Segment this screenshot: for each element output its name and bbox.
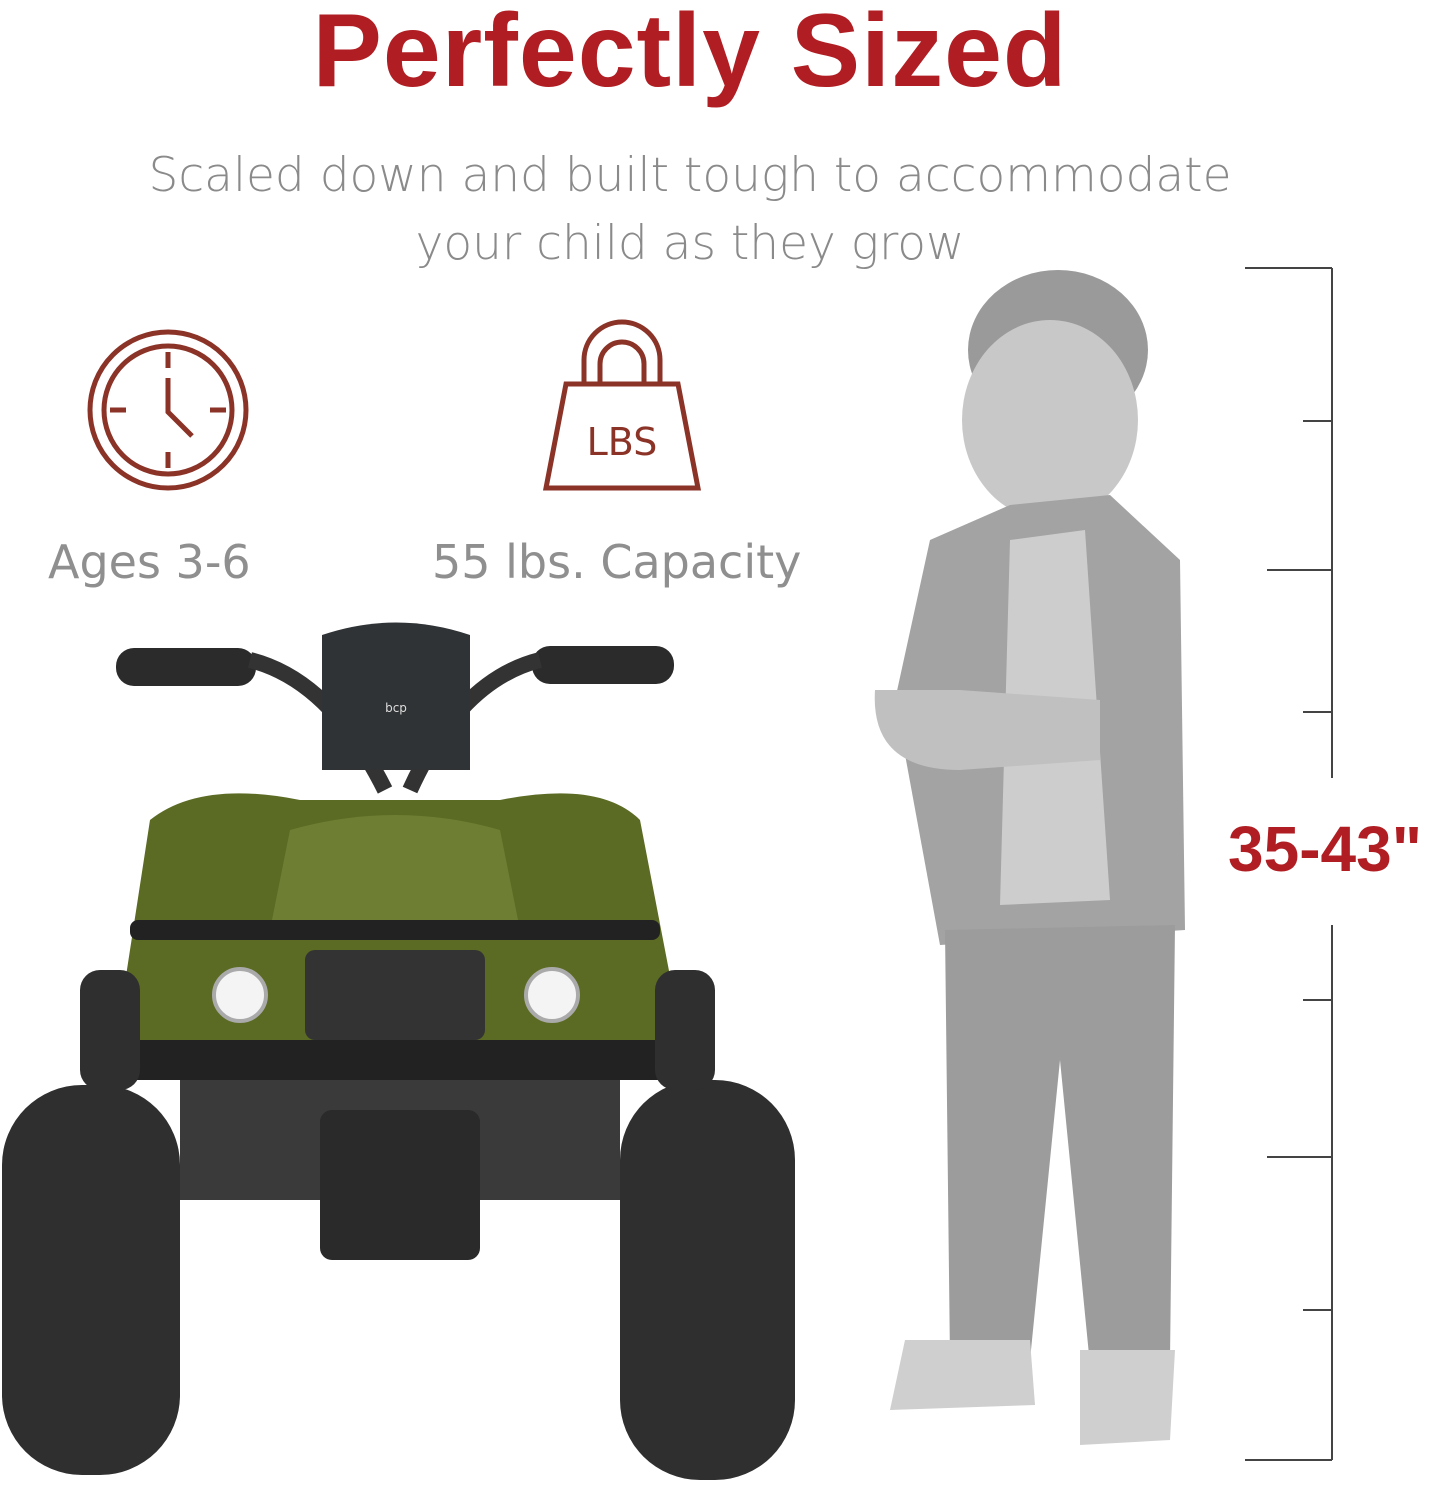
weight-icon: LBS xyxy=(542,319,702,491)
atv-product-image: bcp xyxy=(2,622,795,1480)
clock-icon xyxy=(87,329,249,491)
page-title: Perfectly Sized xyxy=(312,0,1068,109)
feature-capacity: 55 lbs. Capacity xyxy=(432,535,802,589)
subtitle: Scaled down and built tough to accommoda… xyxy=(148,148,1232,271)
height-range-label: 35-43" xyxy=(1228,813,1423,885)
feature-ages: Ages 3-6 xyxy=(48,535,251,589)
product-logo: bcp xyxy=(385,701,407,715)
child-silhouette xyxy=(874,270,1185,1445)
weight-icon-text: LBS xyxy=(587,420,658,464)
height-ruler xyxy=(1245,267,1333,1461)
